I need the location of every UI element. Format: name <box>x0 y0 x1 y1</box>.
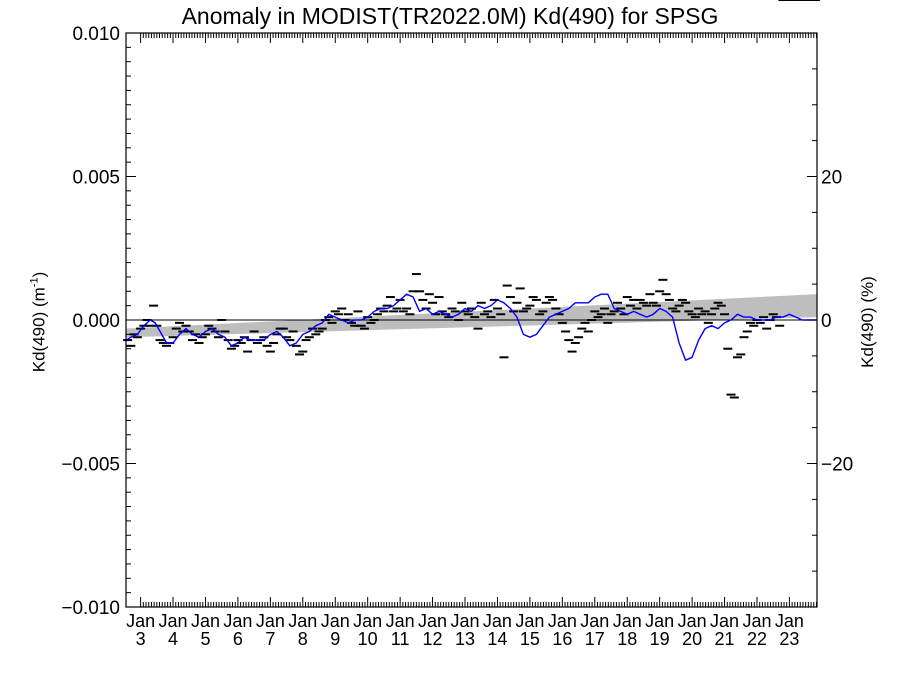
x-tick-label-month: Jan <box>256 611 285 631</box>
x-tick-label-year: 17 <box>585 629 605 649</box>
y2-tick-label: 0 <box>821 311 832 332</box>
x-tick-label-month: Jan <box>548 611 577 631</box>
y-tick-label: 0.005 <box>72 168 120 189</box>
x-tick-label-month: Jan <box>191 611 220 631</box>
x-tick-label-month: Jan <box>742 611 771 631</box>
x-tick-label-year: 14 <box>487 629 507 649</box>
y2-tick-label: −20 <box>821 455 853 476</box>
x-tick-label-month: Jan <box>386 611 415 631</box>
x-tick-label-month: Jan <box>288 611 317 631</box>
x-tick-label-year: 6 <box>233 629 243 649</box>
smoothed-series-line <box>125 293 817 361</box>
x-tick-label-year: 22 <box>747 629 767 649</box>
x-tick-label-month: Jan <box>613 611 642 631</box>
y-tick-label: −0.005 <box>61 455 120 476</box>
x-tick-label-month: Jan <box>580 611 609 631</box>
y2-tick-label: 20 <box>821 168 842 189</box>
x-tick-label-month: Jan <box>710 611 739 631</box>
x-tick-label-month: Jan <box>515 611 544 631</box>
x-tick-label-year: 8 <box>298 629 308 649</box>
x-tick-label-year: 18 <box>617 629 637 649</box>
x-tick-label-year: 19 <box>650 629 670 649</box>
x-tick-label-year: 12 <box>423 629 443 649</box>
x-tick-label-month: Jan <box>678 611 707 631</box>
x-tick-label-year: 11 <box>391 629 410 649</box>
x-tick-label-month: Jan <box>418 611 447 631</box>
y-tick-label: −0.010 <box>61 598 120 619</box>
x-tick-label-month: Jan <box>159 611 188 631</box>
x-tick-label-month: Jan <box>450 611 479 631</box>
y-tick-label: 0.010 <box>72 24 120 45</box>
x-tick-label-year: 20 <box>682 629 702 649</box>
x-tick-label-month: Jan <box>775 611 804 631</box>
x-tick-label-year: 10 <box>358 629 378 649</box>
x-tick-label-month: Jan <box>223 611 252 631</box>
x-tick-label-month: Jan <box>483 611 512 631</box>
trend-band <box>126 294 817 338</box>
x-tick-label-year: 9 <box>330 629 340 649</box>
x-tick-label-year: 21 <box>715 629 735 649</box>
x-tick-label-month: Jan <box>126 611 155 631</box>
x-tick-label-year: 7 <box>265 629 275 649</box>
x-tick-label-year: 15 <box>520 629 540 649</box>
x-tick-label-year: 13 <box>455 629 475 649</box>
x-tick-label-month: Jan <box>645 611 674 631</box>
x-tick-label-year: 4 <box>168 629 178 649</box>
x-tick-label-month: Jan <box>321 611 350 631</box>
x-tick-label-year: 16 <box>552 629 572 649</box>
x-tick-label-year: 3 <box>136 629 146 649</box>
x-tick-label-month: Jan <box>353 611 382 631</box>
y-tick-label: 0.000 <box>72 311 120 332</box>
x-tick-label-year: 5 <box>200 629 210 649</box>
chart-title: Anomaly in MODIST(TR2022.0M) Kd(490) for… <box>181 3 719 29</box>
x-tick-label-year: 23 <box>779 629 799 649</box>
